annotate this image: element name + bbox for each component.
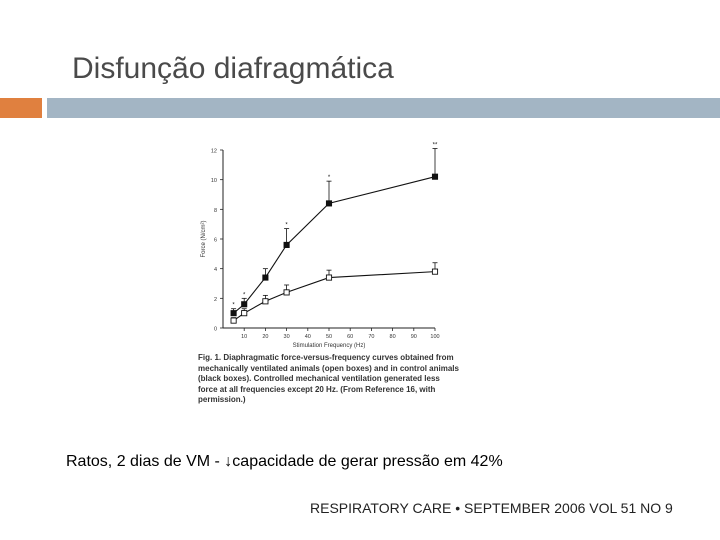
y-tick-label: 6 [214,238,217,244]
x-tick-label: 70 [368,334,374,340]
header-rule [47,98,720,118]
ventilated-data-point [283,289,290,296]
y-tick-label: 0 [214,327,217,333]
x-tick-label: 20 [262,334,268,340]
x-tick-label: 30 [284,334,290,340]
summary-text: Ratos, 2 dias de VM - ↓capacidade de ger… [66,453,503,470]
accent-bar [0,98,42,118]
force-frequency-chart: 0 2 4 6 8 10 12 10 20 30 40 50 60 70 80 90 100 Stimulatio… [201,143,440,349]
ventilated-data-point [230,317,237,324]
ventilated-data-point [241,310,248,317]
control-data-point [262,274,269,281]
y-tick-label: 10 [211,178,217,184]
control-series-line [233,176,436,314]
slide-title: Disfunção diafragmática [72,52,394,85]
y-tick-label: 8 [214,208,217,214]
y-tick-label: 12 [211,149,217,155]
x-tick-label: 40 [305,334,311,340]
control-data-point [325,200,333,207]
control-data-point [230,310,237,317]
significance-marker: * [328,175,331,181]
significance-marker: * [243,292,246,298]
x-tick-label: 80 [390,334,396,340]
y-tick-label: 2 [214,297,217,303]
control-data-point [241,301,248,308]
y-tick-label: 4 [214,267,217,273]
x-tick-label: 50 [326,334,332,340]
ventilated-data-point [431,268,439,275]
significance-marker: * [232,303,235,309]
control-data-point [283,241,290,248]
x-tick-label: 60 [347,334,353,340]
x-tick-label: 10 [241,334,247,340]
significance-marker: ** [433,143,438,149]
ventilated-data-point [262,298,269,305]
significance-marker: * [285,223,288,229]
ventilated-data-point [325,274,333,281]
x-axis-label: Stimulation Frequency (Hz) [293,343,366,349]
control-data-point [431,173,439,180]
y-axis-label: Force (N/cm²) [201,221,207,258]
x-tick-label: 90 [411,334,417,340]
figure-caption: Fig. 1. Diaphragmatic force-versus-frequ… [198,353,459,404]
x-tick-label: 100 [430,334,439,340]
citation-text: RESPIRATORY CARE • SEPTEMBER 2006 VOL 51… [310,500,673,516]
